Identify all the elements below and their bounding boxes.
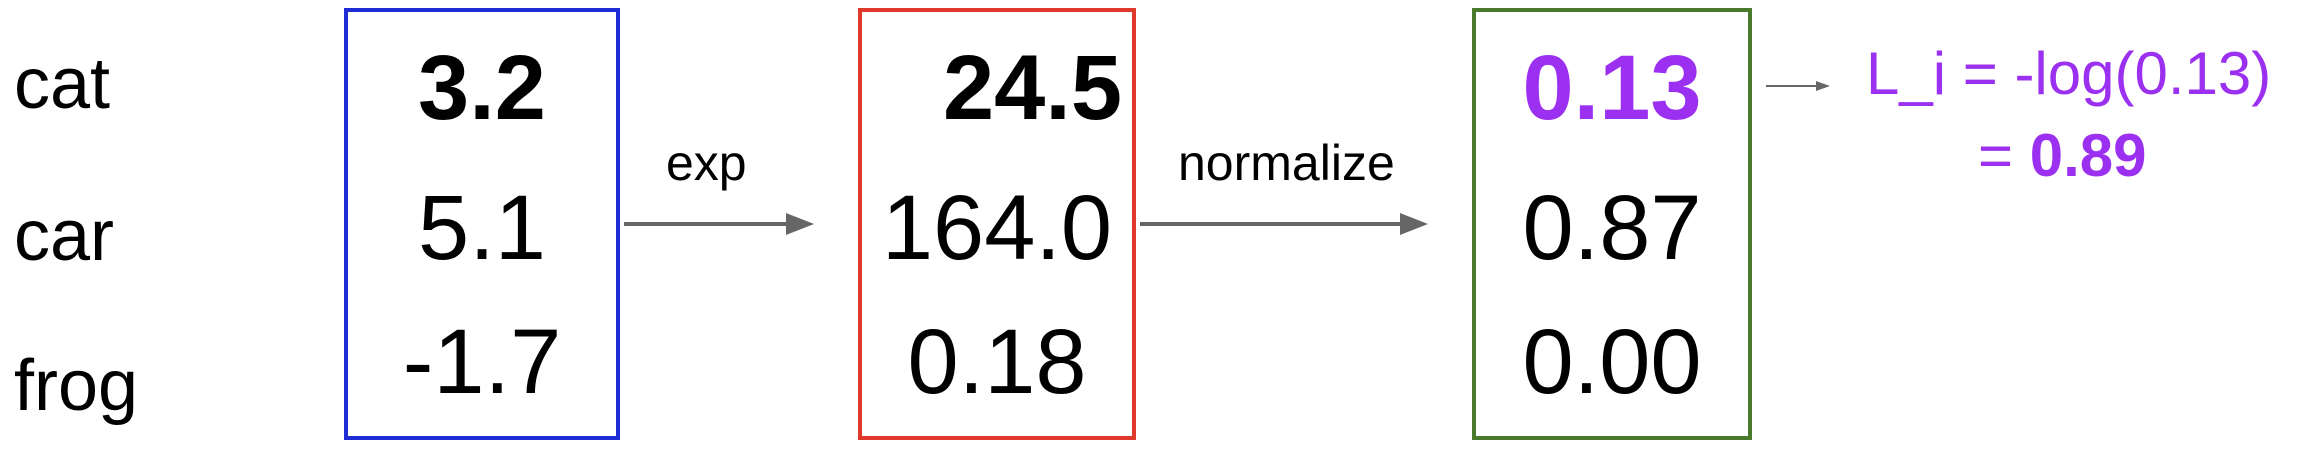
loss-equation: L_i = -log(0.13) <box>1866 40 2272 107</box>
score-car: 5.1 <box>418 177 546 279</box>
scores-box <box>344 8 620 440</box>
prob-car: 0.87 <box>1522 177 1702 279</box>
normalize-arrow-label: normalize <box>1178 135 1395 191</box>
score-cat: 3.2 <box>418 37 546 139</box>
exp-arrowhead <box>786 213 814 235</box>
exp-cat: 24.5 <box>942 37 1122 139</box>
normalize-arrowhead <box>1400 213 1428 235</box>
exp-arrow-label: exp <box>666 135 747 191</box>
prob-frog: 0.00 <box>1522 311 1702 413</box>
class-label-frog: frog <box>14 346 139 426</box>
loss-result-prefix: = <box>1978 122 2030 189</box>
exp-frog: 0.18 <box>907 311 1087 413</box>
class-label-cat: cat <box>14 44 111 124</box>
loss-arrowhead <box>1816 81 1830 91</box>
prob-cat: 0.13 <box>1522 37 1702 139</box>
exp-box <box>858 8 1136 440</box>
loss-result: = 0.89 <box>1978 126 2147 186</box>
class-label-car: car <box>14 196 115 276</box>
score-frog: -1.7 <box>402 311 562 413</box>
exp-car: 164.0 <box>881 177 1113 279</box>
probability-box <box>1472 8 1752 440</box>
loss-result-value: 0.89 <box>2029 122 2147 189</box>
